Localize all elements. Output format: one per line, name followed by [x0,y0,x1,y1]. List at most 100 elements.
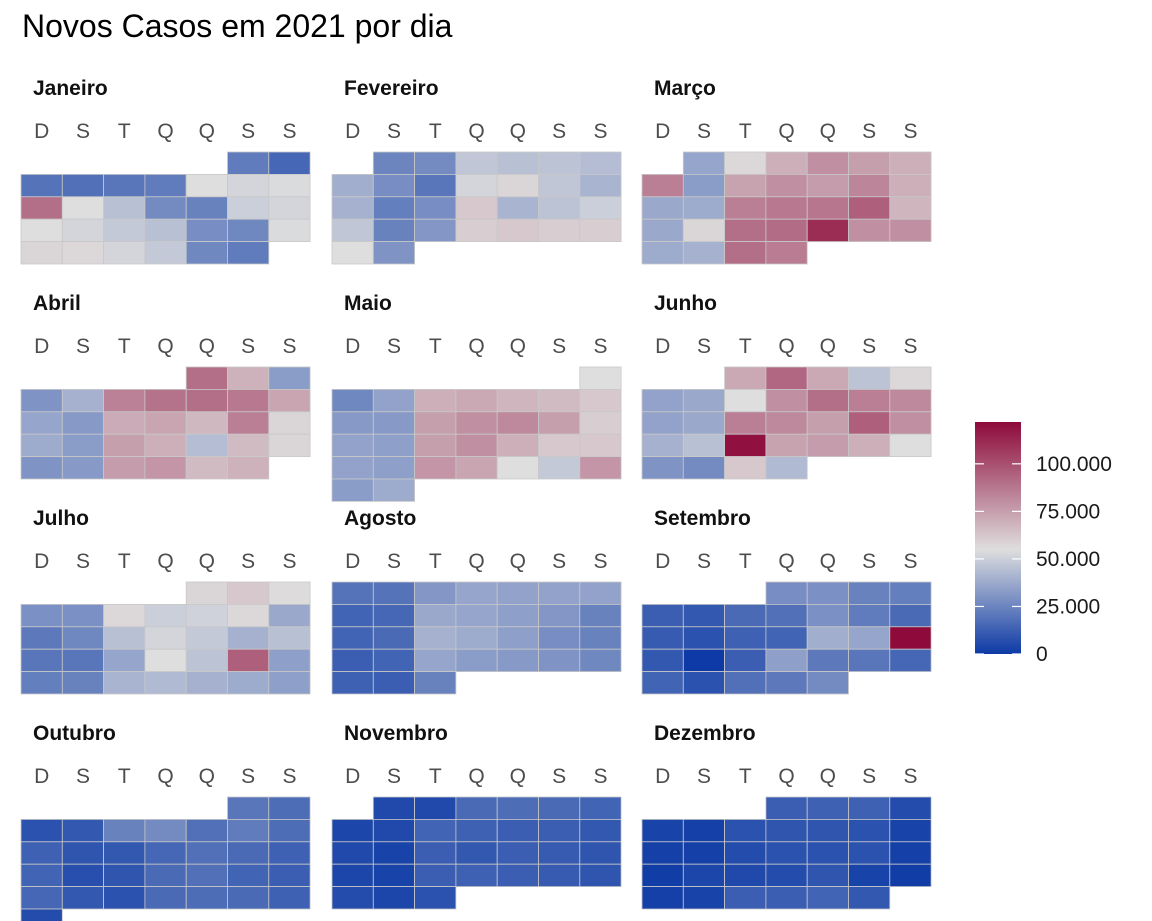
day-cell [103,196,146,220]
day-cell [455,796,498,820]
month-title: Novembro [344,722,448,745]
day-cell [372,626,415,650]
day-cell [61,433,104,458]
weekday-label: S [903,550,917,573]
day-cell [103,173,146,198]
weekday-label: S [387,550,401,573]
day-cell [682,151,725,175]
day-cell [185,841,228,865]
weekday-label: D [655,120,670,143]
day-cell [227,241,270,265]
day-cell [682,841,725,865]
weekday-label: Q [468,765,484,788]
day-cell [331,456,374,480]
weekday-label: S [76,120,90,143]
day-cell [724,433,767,458]
weekday-label: S [241,120,255,143]
weekday-label: Q [510,120,526,143]
day-cell [144,841,187,865]
day-cell [268,581,311,605]
day-cell [372,388,415,413]
day-cell [331,626,374,650]
day-cell [765,886,808,910]
day-cell [496,196,539,220]
weekday-label: S [862,335,876,358]
day-cell [806,173,849,198]
day-cell [61,218,104,242]
day-cell [848,173,891,198]
day-cell [724,648,767,673]
day-cell [806,648,849,673]
day-cell [372,604,415,628]
day-cell [268,173,311,198]
day-cell [268,433,311,458]
day-cell [268,886,311,910]
weekday-label: D [655,550,670,573]
day-cell [414,648,457,673]
day-cell [496,173,539,198]
day-cell [414,819,457,843]
day-cell [227,433,270,458]
day-cell [889,411,932,435]
day-cell [414,796,457,820]
day-cell [682,604,725,628]
day-cell [144,819,187,843]
day-cell [641,241,684,265]
day-cell [20,218,63,242]
day-cell [848,581,891,605]
day-cell [765,841,808,865]
day-cell [414,173,457,198]
day-cell [848,819,891,843]
day-cell [889,796,932,820]
day-cell [579,819,622,843]
legend-tick-label: 75.000 [1036,500,1100,523]
day-cell [144,433,187,458]
day-cell [103,671,146,695]
month-title: Março [654,77,716,100]
day-cell [268,604,311,628]
weekday-label: S [593,335,607,358]
weekday-label: S [282,335,296,358]
day-cell [103,863,146,888]
day-cell [185,196,228,220]
weekday-label: T [118,120,131,143]
day-cell [227,626,270,650]
weekday-label: S [282,550,296,573]
day-cell [455,581,498,605]
day-cell [848,411,891,435]
weekday-label: D [345,120,360,143]
day-cell [765,648,808,673]
day-cell [496,456,539,480]
day-cell [331,196,374,220]
day-cell [889,841,932,865]
month-title: Agosto [344,507,416,530]
day-cell [724,151,767,175]
day-cell [20,241,63,265]
day-cell [268,218,311,242]
weekday-label: Q [157,335,173,358]
day-cell [185,173,228,198]
day-cell [765,604,808,628]
day-cell [185,886,228,910]
day-cell [848,218,891,242]
day-cell [227,411,270,435]
day-cell [331,863,374,888]
day-cell [61,819,104,843]
day-cell [414,411,457,435]
day-cell [227,819,270,843]
day-cell [455,411,498,435]
day-cell [61,196,104,220]
day-cell [724,241,767,265]
weekday-label: S [552,550,566,573]
day-cell [331,604,374,628]
weekday-label: S [241,335,255,358]
weekday-label: Q [510,550,526,573]
day-cell [144,648,187,673]
day-cell [185,863,228,888]
day-cell [724,388,767,413]
day-cell [455,648,498,673]
day-cell [227,456,270,480]
day-cell [496,433,539,458]
day-cell [641,388,684,413]
weekday-label: T [739,550,752,573]
